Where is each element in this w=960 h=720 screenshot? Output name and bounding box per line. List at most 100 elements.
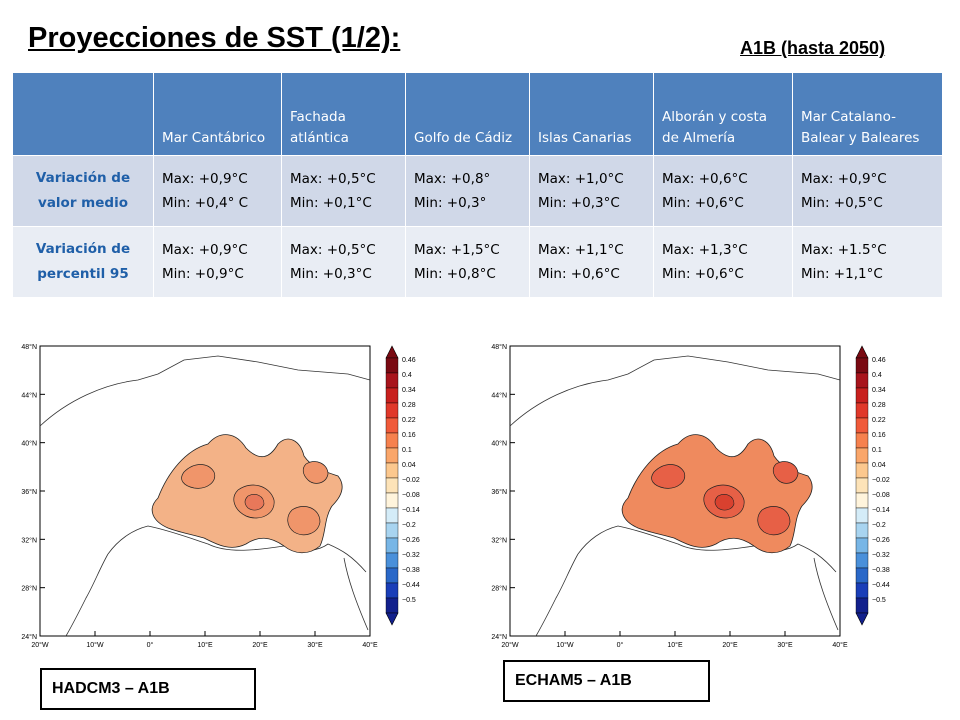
colorbar-segment	[855, 387, 869, 404]
colorbar-segment	[385, 462, 399, 479]
header-cell-empty	[12, 72, 154, 156]
colorbar-tick-label: −0.2	[872, 522, 886, 529]
colorbar-tick-label: −0.32	[402, 552, 420, 559]
colorbar-segment	[855, 402, 869, 419]
sst-contour-region	[651, 464, 686, 489]
colorbar-tick-label: 0.22	[872, 417, 886, 424]
sst-contour-region	[302, 461, 329, 484]
cell-max: Max: +0,9°C	[801, 171, 887, 187]
header-cell: Mar Catalano-Balear y Baleares	[792, 72, 943, 156]
lat-tick-label: 28°N	[491, 585, 507, 593]
colorbar-tick-label: −0.44	[872, 582, 890, 589]
lon-tick-label: 10°E	[197, 641, 213, 649]
lat-tick-label: 40°N	[21, 440, 37, 448]
cell-max: Max: +0,8°	[414, 171, 491, 187]
cell-max: Max: +1,1°C	[538, 242, 624, 258]
map-figure: 48°N 44°N 40°N 36°N 32°N 28°N 24°N20°W 10°W 0° 10…	[491, 343, 890, 649]
lat-tick-label: 36°N	[491, 488, 507, 496]
colorbar-top-arrow	[385, 345, 399, 359]
colorbar-tick-label: −0.32	[872, 552, 890, 559]
cell-max: Max: +0,5°C	[290, 171, 376, 187]
cell-min: Min: +0,9°C	[162, 266, 244, 282]
cell-min: Min: +0,1°C	[290, 195, 372, 211]
colorbar-segment	[385, 522, 399, 539]
map-figure: 48°N 44°N 40°N 36°N 32°N 28°N 24°N20°W 10°W 0° 10…	[21, 343, 420, 649]
table-cell: Max: +1,3°C Min: +0,6°C	[653, 226, 793, 298]
colorbar-tick-label: 0.28	[402, 402, 416, 409]
colorbar-segment	[855, 447, 869, 464]
colorbar-tick-label: 0.16	[402, 432, 416, 439]
lat-tick-label: 36°N	[21, 488, 37, 496]
lat-tick-label: 32°N	[491, 536, 507, 544]
cell-min: Min: +0,6°C	[662, 195, 744, 211]
colorbar-tick-label: −0.02	[402, 477, 420, 484]
colorbar-segment	[385, 477, 399, 494]
colorbar-tick-label: −0.5	[872, 597, 886, 604]
colorbar-segment	[385, 552, 399, 569]
lat-tick-label: 48°N	[491, 343, 507, 351]
colorbar-segment	[385, 372, 399, 389]
lon-tick-label: 20°E	[252, 641, 268, 649]
coastline-north-africa	[577, 525, 837, 573]
cell-max: Max: +1,3°C	[662, 242, 748, 258]
colorbar-tick-label: 0.34	[402, 387, 416, 394]
model-label-echam5: ECHAM5 – A1B	[503, 660, 710, 702]
header-cell: Golfo de Cádiz	[405, 72, 530, 156]
lon-tick-label: 40°E	[832, 641, 848, 649]
row-header: Variación de percentil 95	[12, 226, 154, 298]
table-cell: Max: +0,8° Min: +0,3°	[405, 155, 530, 227]
sst-map-hadcm3: 48°N 44°N 40°N 36°N 32°N 28°N 24°N 20°W 10°W 0° 10…	[8, 340, 428, 650]
sst-projection-table: Mar Cantábrico Fachada atlántica Golfo d…	[12, 72, 943, 298]
table-row: Variación de valor medio Max: +0,9°C Min:…	[12, 155, 943, 227]
colorbar-tick-label: 0.4	[402, 372, 412, 379]
coastline-atlantic-africa	[65, 553, 109, 637]
cell-max: Max: +1,5°C	[414, 242, 500, 258]
lat-tick-label: 44°N	[491, 391, 507, 399]
cell-max: Max: +0,9°C	[162, 171, 248, 187]
colorbar-tick-label: −0.08	[402, 492, 420, 499]
lon-tick-label: 30°E	[307, 641, 323, 649]
colorbar-tick-label: −0.14	[402, 507, 420, 514]
colorbar-tick-label: 0.22	[402, 417, 416, 424]
colorbar-segment	[855, 507, 869, 524]
colorbar-segment	[385, 402, 399, 419]
sst-contour-region	[287, 506, 321, 536]
coastline-atlantic-africa	[535, 553, 579, 637]
cell-max: Max: +1.5°C	[801, 242, 887, 258]
lon-tick-label: 10°E	[667, 641, 683, 649]
cell-max: Max: +0,6°C	[662, 171, 748, 187]
coastline-red-sea	[813, 557, 839, 631]
lon-tick-label: 0°	[617, 641, 624, 649]
colorbar-tick-label: 0.34	[872, 387, 886, 394]
colorbar-segment	[855, 597, 869, 614]
lon-tick-label: 10°W	[556, 641, 574, 649]
lon-tick-label: 10°W	[86, 641, 104, 649]
lat-tick-label: 24°N	[21, 633, 37, 641]
header-cell: Fachada atlántica	[281, 72, 406, 156]
lat-tick-label: 48°N	[21, 343, 37, 351]
sst-contour-region	[757, 506, 791, 536]
lat-tick-label: 24°N	[491, 633, 507, 641]
model-label-hadcm3: HADCM3 – A1B	[40, 668, 256, 710]
colorbar-tick-label: 0.28	[872, 402, 886, 409]
colorbar-tick-label: 0.46	[402, 357, 416, 364]
coastline-north-africa	[107, 525, 367, 573]
colorbar-tick-label: 0.04	[872, 462, 886, 469]
colorbar-segment	[855, 582, 869, 599]
table-cell: Max: +0,6°C Min: +0,6°C	[653, 155, 793, 227]
cell-min: Min: +0,5°C	[801, 195, 883, 211]
cell-max: Max: +1,0°C	[538, 171, 624, 187]
colorbar-segment	[855, 417, 869, 434]
cell-min: Min: +0,6°C	[538, 266, 620, 282]
sst-contour-region	[714, 494, 735, 511]
table-cell: Max: +0,9°C Min: +0,9°C	[153, 226, 282, 298]
colorbar-segment	[855, 522, 869, 539]
table-cell: Max: +1,0°C Min: +0,3°C	[529, 155, 654, 227]
table-row: Variación de percentil 95 Max: +0,9°C Min…	[12, 226, 943, 298]
lon-tick-label: 20°E	[722, 641, 738, 649]
cell-min: Min: +0,6°C	[662, 266, 744, 282]
colorbar-tick-label: −0.2	[402, 522, 416, 529]
colorbar-tick-label: −0.38	[402, 567, 420, 574]
coastline-red-sea	[343, 557, 369, 631]
colorbar-tick-label: 0.04	[402, 462, 416, 469]
